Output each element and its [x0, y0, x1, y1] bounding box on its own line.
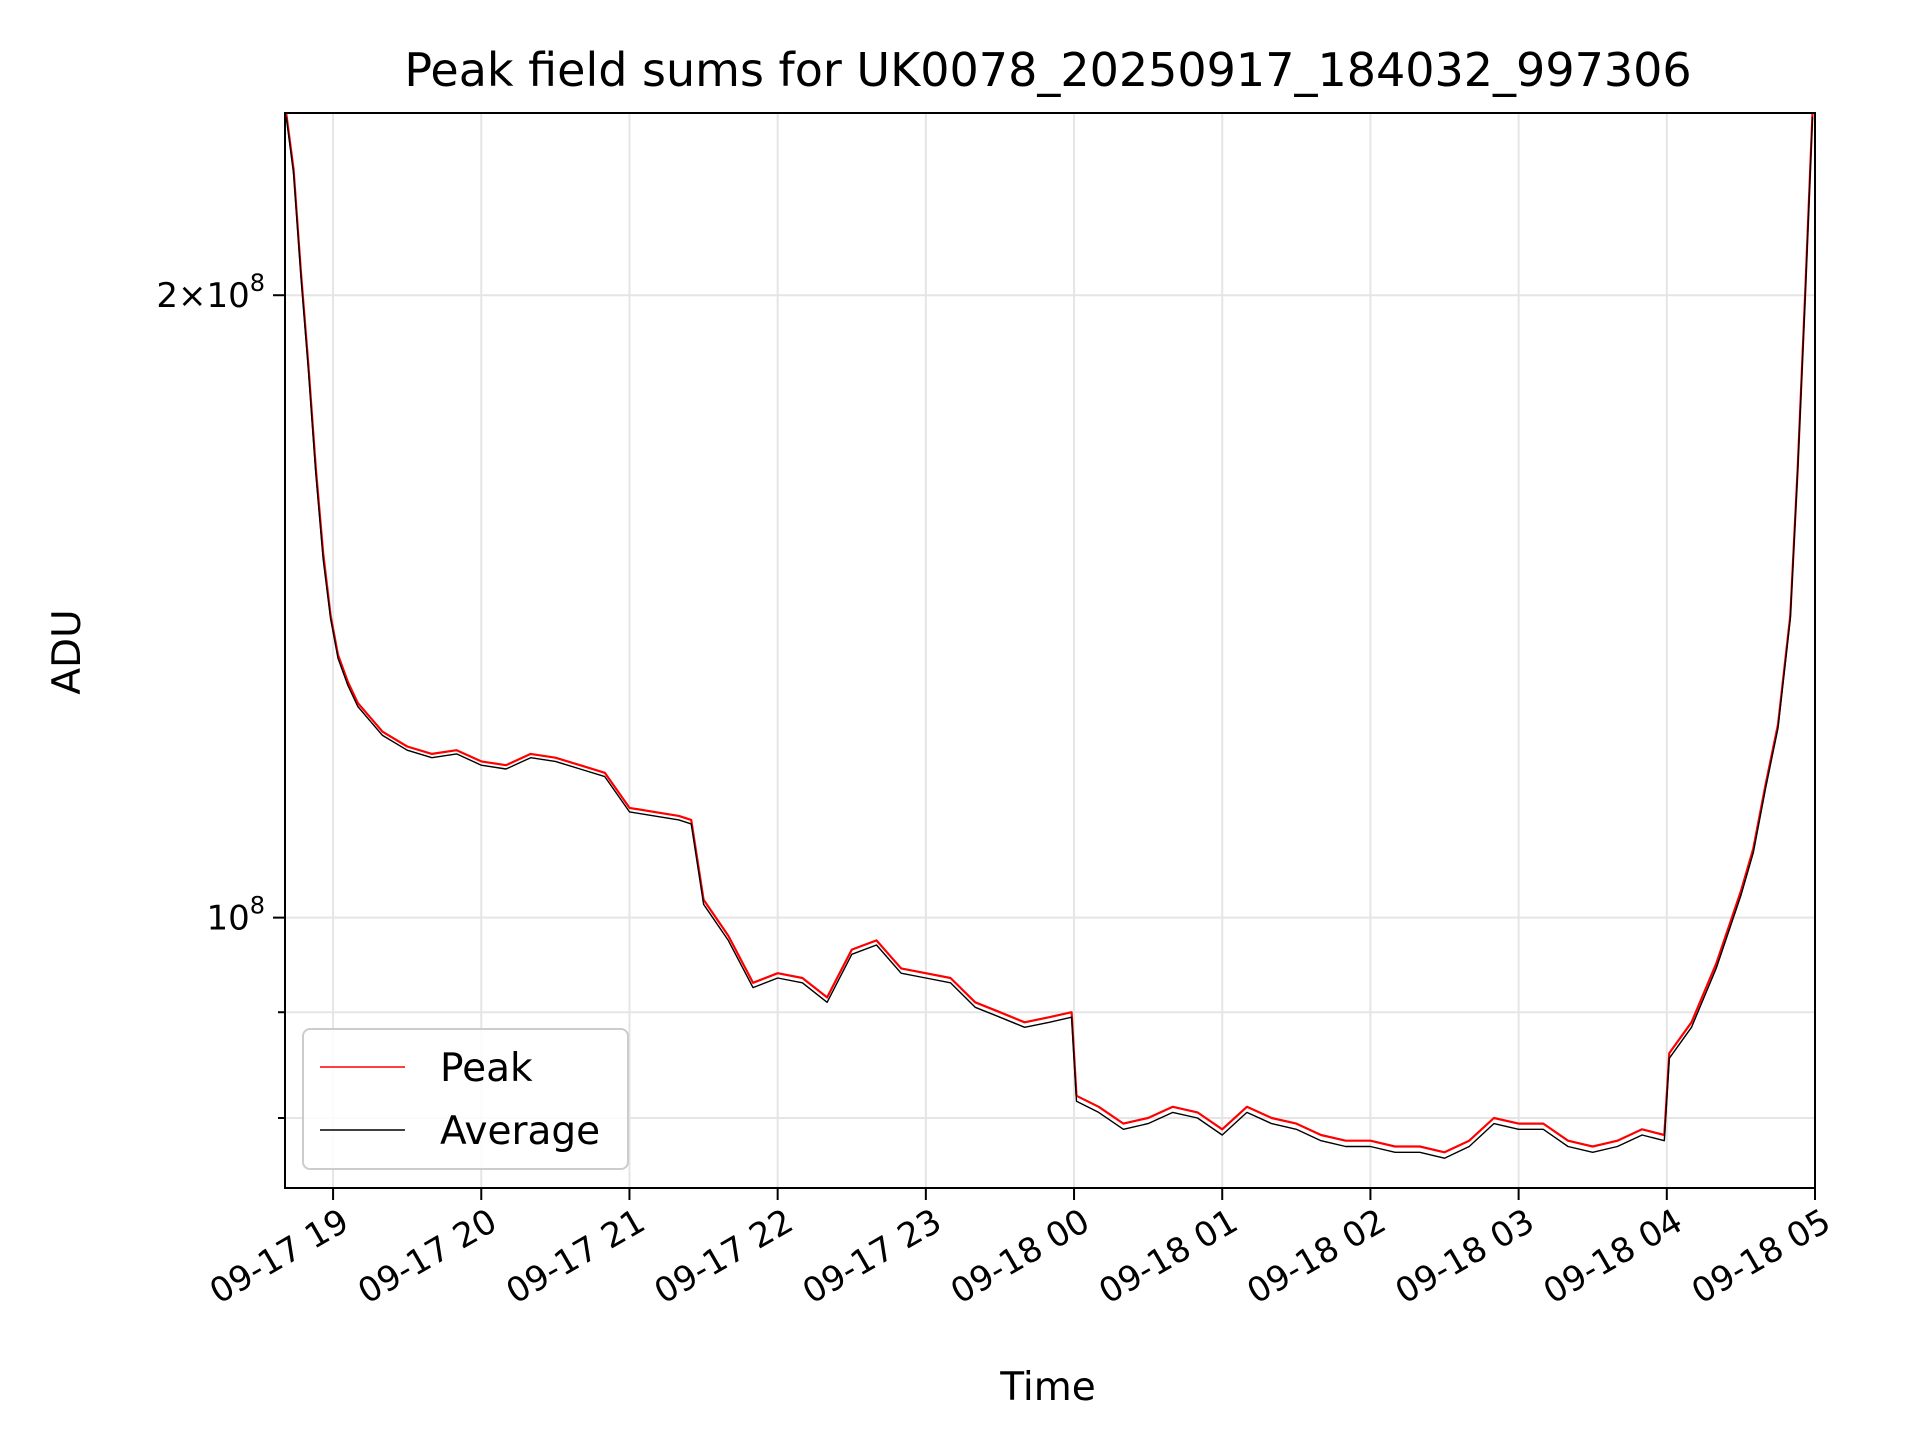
series-line-average	[285, 116, 1814, 1159]
y-tick-label-exponent: 8	[250, 892, 265, 920]
y-tick-label-base: 10	[206, 899, 249, 939]
series-layer	[285, 113, 1814, 1159]
chart-title: Peak field sums for UK0078_20250917_1840…	[404, 43, 1691, 97]
series-line-peak	[285, 113, 1814, 1154]
x-axis-label: Time	[999, 1365, 1095, 1410]
y-tick-label-base: 2×10	[156, 276, 249, 316]
legend-box	[302, 1028, 629, 1170]
y-tick-label: 108	[206, 892, 265, 939]
plot-frame	[284, 112, 1816, 1189]
legend: Peak Average	[302, 1028, 629, 1170]
y-tick-label-exponent: 8	[250, 269, 265, 297]
legend-label-peak: Peak	[440, 1046, 533, 1091]
y-axis-label: ADU	[45, 609, 90, 694]
y-tick-label: 2×108	[156, 269, 265, 316]
legend-label-average: Average	[440, 1109, 600, 1154]
